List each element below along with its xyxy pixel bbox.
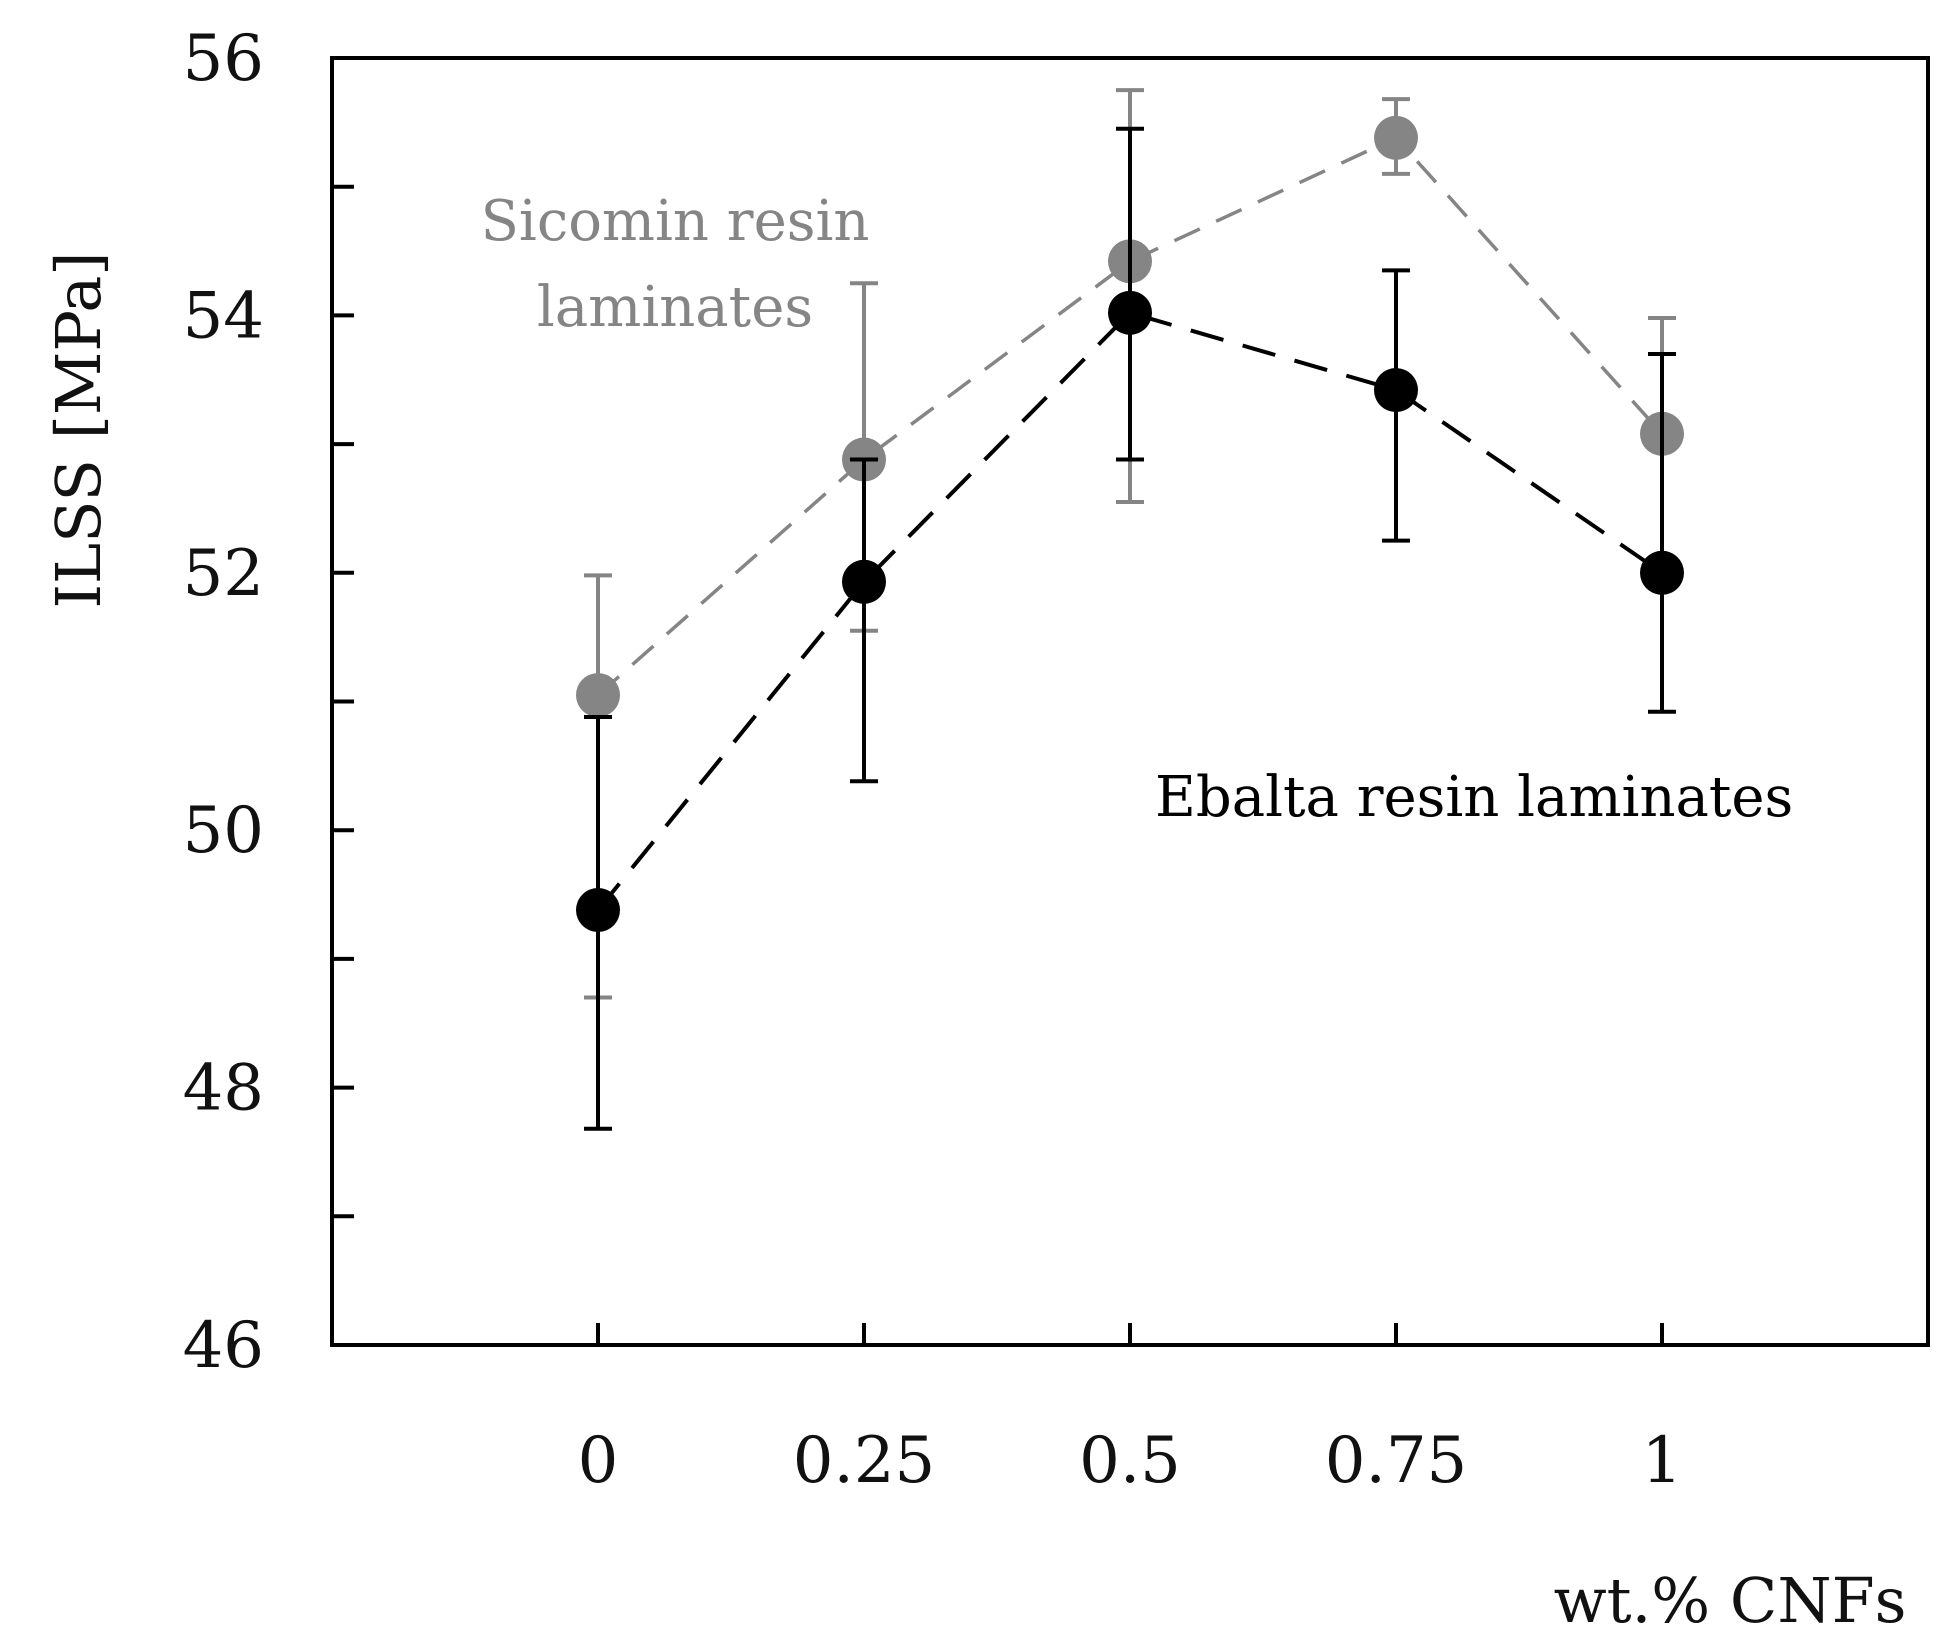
data-point bbox=[1108, 290, 1152, 335]
series-line bbox=[596, 310, 1664, 912]
series-line bbox=[596, 135, 1664, 697]
x-tick-label: 1 bbox=[1642, 1424, 1683, 1498]
y-tick-label: 48 bbox=[183, 1052, 264, 1126]
y-tick-label: 46 bbox=[183, 1309, 264, 1383]
annotation-sicomin-line-1: Sicomin resin bbox=[481, 189, 870, 254]
series-ebalta bbox=[576, 126, 1684, 1131]
data-point bbox=[1640, 550, 1684, 595]
data-point bbox=[842, 559, 886, 604]
x-tick-label: 0.75 bbox=[1325, 1424, 1468, 1498]
data-point bbox=[1374, 368, 1418, 413]
y-axis-title: ILSS [MPa] bbox=[42, 252, 115, 609]
axis-ticks-group: 46 48 50 52 54 56 0 0.25 0.5 0.75 1 bbox=[183, 22, 1683, 1498]
data-point bbox=[576, 887, 620, 932]
x-tick-label: 0.25 bbox=[793, 1424, 936, 1498]
series-group bbox=[576, 88, 1684, 1131]
data-point bbox=[576, 673, 620, 718]
annotation-ebalta: Ebalta resin laminates bbox=[1155, 765, 1793, 830]
annotation-sicomin-line-2: laminates bbox=[537, 275, 813, 340]
x-tick-label: 0 bbox=[578, 1424, 619, 1498]
data-point bbox=[1374, 115, 1418, 160]
y-tick-label: 50 bbox=[183, 794, 264, 868]
y-tick-label: 56 bbox=[183, 22, 264, 96]
y-tick-label: 54 bbox=[183, 279, 264, 353]
y-tick-label: 52 bbox=[183, 537, 264, 611]
x-axis-title: wt.% CNFs bbox=[1554, 1564, 1907, 1637]
x-tick-label: 0.5 bbox=[1079, 1424, 1181, 1498]
